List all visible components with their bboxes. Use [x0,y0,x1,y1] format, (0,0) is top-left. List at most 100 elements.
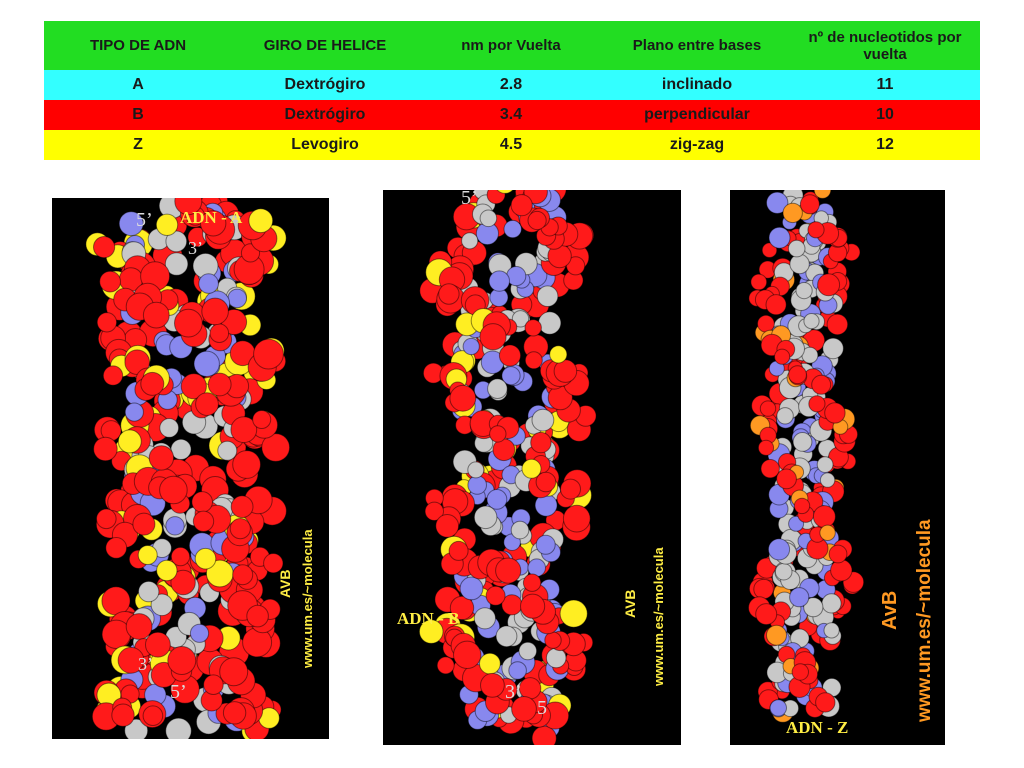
atom [759,400,777,417]
atom [132,512,156,536]
atom [193,350,220,378]
atom [788,515,805,532]
author-credit: AVB [277,569,293,598]
dna-z-model: ADN - Z AvB www.um.es/~molecula [748,190,935,737]
atom [522,573,542,592]
cell-plano: inclinado [661,76,733,93]
strand-end-label: 5’ [170,681,187,703]
atom [553,359,578,383]
atom [776,407,794,425]
atom [248,208,274,234]
atom [142,705,164,727]
atom [549,345,568,364]
atom [479,209,498,228]
atom [96,508,117,530]
atom [473,607,497,630]
atom [767,538,791,561]
dna-z-panel: ADN - Z AvB www.um.es/~molecula [730,190,945,745]
atom [822,337,844,360]
atom [230,416,258,444]
header-plano: Plano entre bases [632,37,762,54]
atom [449,384,477,412]
atom [418,619,444,644]
atom [449,595,475,621]
atom [757,314,775,333]
atom [518,641,538,661]
atom [156,559,178,582]
header-nm: nm por Vuelta [461,37,561,54]
atom [488,270,511,292]
atom [819,472,836,488]
atom [240,243,261,263]
atom [164,252,189,276]
atom [165,516,185,536]
table-row-a: A Dextrógiro 2.8 inclinado 11 [44,70,980,100]
atom [531,725,557,745]
atom [511,696,537,722]
atom [531,408,555,432]
atom [99,270,121,293]
cell-nucleotidos: 10 [876,106,894,123]
atom [479,652,501,675]
panel-title: ADN - B [397,609,459,628]
atom [424,501,444,521]
atom [495,557,522,584]
atom [261,433,291,462]
atom [824,402,846,424]
atom [510,194,533,217]
atom [811,374,832,395]
table-row-b: B Dextrógiro 3.4 perpendicular 10 [44,100,980,130]
atom [816,456,834,474]
atom [230,495,254,519]
atom [137,545,158,565]
table-row-z: Z Levogiro 4.5 zig-zag 12 [44,130,980,160]
atom [559,599,588,628]
strand-end-label: 3’ [505,681,522,703]
atom [167,646,197,675]
atom [803,313,820,330]
atom [761,242,778,259]
atom [486,489,508,510]
atom [436,656,455,675]
atom [124,402,144,422]
atom [140,371,165,396]
atom [194,547,217,570]
header-nucleotidos: nº de nucleotidos por vuelta [808,28,962,63]
atom [124,349,150,375]
atom [101,586,131,616]
atom [192,510,215,532]
atom [232,564,254,586]
atom [165,230,188,253]
atom [118,211,144,237]
panel-title: ADN - A [180,208,243,227]
atom [174,198,203,216]
strand-end-label: 5’ [461,190,478,209]
atom [535,471,557,493]
atom [501,366,521,386]
atom [142,301,170,329]
atom [159,475,188,505]
atom [803,597,824,618]
atom [105,537,128,559]
atom [819,524,836,541]
atom [467,475,487,495]
atom [776,468,797,490]
atom [766,624,787,646]
atom [263,553,284,574]
atom [487,378,508,399]
strand-end-label: 3’ [138,654,153,674]
atom [755,603,778,626]
cell-plano: zig-zag [669,136,725,153]
atom [536,285,559,307]
source-url: www.um.es/~molecula [651,547,666,687]
author-credit: AvB [879,591,901,630]
strand-end-label: 5 [537,697,547,719]
atom [435,514,460,538]
atom [813,190,832,199]
atom [518,677,542,700]
atom [815,692,836,713]
table-header-row: TIPO DE ADN GIRO DE HELICE nm por Vuelta… [44,21,980,70]
atom [170,569,196,596]
atom [817,273,841,297]
atom [155,213,179,236]
